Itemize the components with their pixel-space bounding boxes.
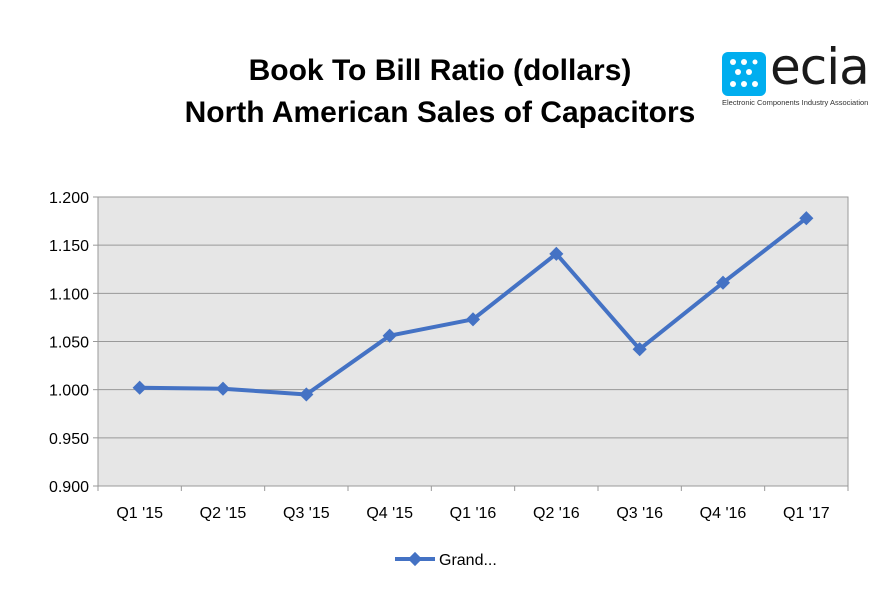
logo-text: ecia bbox=[770, 38, 870, 96]
data-point bbox=[215, 381, 231, 396]
x-tick-label: Q2 '16 bbox=[533, 505, 580, 522]
data-point bbox=[799, 211, 814, 226]
x-tick-label: Q1 '16 bbox=[450, 505, 497, 522]
y-tick-label: 0.900 bbox=[49, 479, 89, 496]
y-tick-label: 0.950 bbox=[49, 431, 89, 448]
data-point bbox=[299, 387, 314, 402]
legend: Grand... bbox=[395, 551, 497, 569]
data-point bbox=[715, 275, 731, 290]
chart-title-line-2: North American Sales of Capacitors bbox=[184, 96, 696, 129]
x-tick-label: Q3 '16 bbox=[616, 505, 663, 522]
data-point bbox=[465, 312, 481, 327]
x-axis-ticks: Q1 '15 Q2 '15 Q3 '15 Q4 '15 Q1 '16 Q2 '16 Q3 '… bbox=[97, 486, 849, 522]
ecia-logo-mark-icon bbox=[722, 52, 766, 96]
data-point bbox=[632, 342, 647, 357]
x-tick-label: Q4 '15 bbox=[366, 505, 413, 522]
y-tick-label: 1.000 bbox=[49, 383, 89, 400]
x-tick-label: Q1 '17 bbox=[783, 505, 830, 522]
gridlines bbox=[98, 244, 848, 439]
x-tick-label: Q2 '15 bbox=[200, 505, 247, 522]
series-layer bbox=[132, 211, 814, 402]
y-axis-ticks: 0.900 0.950 1.000 1.050 1.100 1.150 1.200 bbox=[49, 190, 98, 496]
legend-label: Grand... bbox=[439, 552, 497, 569]
data-point bbox=[382, 328, 397, 343]
chart-title-line-1: Book To Bill Ratio (dollars) bbox=[248, 54, 632, 87]
y-tick-label: 1.150 bbox=[49, 238, 89, 255]
logo-subtitle: Electronic Components Industry Associati… bbox=[722, 98, 869, 107]
legend-marker bbox=[407, 551, 423, 567]
data-point bbox=[549, 246, 564, 261]
y-tick-label: 1.200 bbox=[49, 190, 89, 207]
x-tick-label: Q3 '15 bbox=[283, 505, 330, 522]
x-tick-label: Q4 '16 bbox=[700, 505, 747, 522]
x-tick-label: Q1 '15 bbox=[116, 505, 163, 522]
y-tick-label: 1.050 bbox=[49, 335, 89, 352]
chart-title: Book To Bill Ratio (dollars) North Ameri… bbox=[120, 50, 760, 134]
y-tick-label: 1.100 bbox=[49, 286, 89, 303]
data-point bbox=[132, 380, 147, 395]
